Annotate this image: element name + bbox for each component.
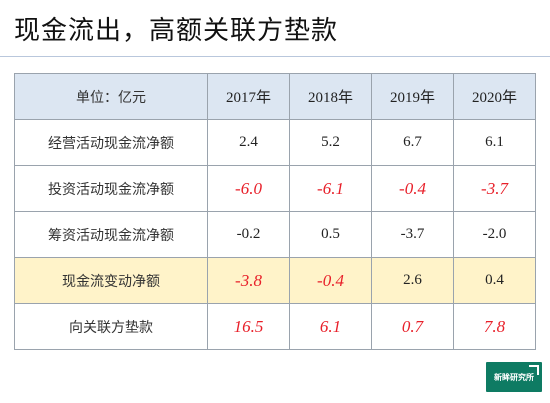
title-divider — [0, 56, 550, 57]
row-label: 经营活动现金流净额 — [14, 119, 208, 166]
value-cell: 6.7 — [371, 119, 454, 166]
value-cell: 2.6 — [371, 257, 454, 304]
value-cell: -6.0 — [207, 165, 290, 212]
value-cell: -3.8 — [207, 257, 290, 304]
row-label: 现金流变动净额 — [14, 257, 208, 304]
table-row: 筹资活动现金流净额 -0.2 0.5 -3.7 -2.0 — [14, 211, 536, 258]
page-title: 现金流出，高额关联方垫款 — [14, 16, 339, 46]
value-cell: -6.1 — [289, 165, 372, 212]
row-label: 筹资活动现金流净额 — [14, 211, 208, 258]
value-cell: -3.7 — [371, 211, 454, 258]
value-cell: 0.5 — [289, 211, 372, 258]
year-header: 2017年 — [207, 73, 290, 120]
table-row: 现金流变动净额 -3.8 -0.4 2.6 0.4 — [14, 257, 536, 304]
unit-header: 单位：亿元 — [14, 73, 208, 120]
brand-logo: 新眸研究所 — [486, 362, 542, 392]
table-header-row: 单位：亿元 2017年 2018年 2019年 2020年 — [14, 73, 536, 120]
value-cell: 7.8 — [453, 303, 536, 350]
value-cell: -0.4 — [289, 257, 372, 304]
value-cell: -2.0 — [453, 211, 536, 258]
year-header: 2018年 — [289, 73, 372, 120]
corner-bracket-icon — [529, 365, 539, 375]
value-cell: 0.4 — [453, 257, 536, 304]
value-cell: -0.2 — [207, 211, 290, 258]
value-cell: 6.1 — [453, 119, 536, 166]
value-cell: 0.7 — [371, 303, 454, 350]
row-label: 投资活动现金流净额 — [14, 165, 208, 212]
year-header: 2020年 — [453, 73, 536, 120]
value-cell: 6.1 — [289, 303, 372, 350]
cash-flow-table: 单位：亿元 2017年 2018年 2019年 2020年 经营活动现金流净额 2… — [14, 73, 536, 350]
value-cell: 5.2 — [289, 119, 372, 166]
table-row: 投资活动现金流净额 -6.0 -6.1 -0.4 -3.7 — [14, 165, 536, 212]
table-row: 向关联方垫款 16.5 6.1 0.7 7.8 — [14, 303, 536, 350]
row-label: 向关联方垫款 — [14, 303, 208, 350]
value-cell: -0.4 — [371, 165, 454, 212]
value-cell: 2.4 — [207, 119, 290, 166]
logo-text: 新眸研究所 — [494, 372, 534, 382]
value-cell: 16.5 — [207, 303, 290, 350]
value-cell: -3.7 — [453, 165, 536, 212]
table-row: 经营活动现金流净额 2.4 5.2 6.7 6.1 — [14, 119, 536, 166]
year-header: 2019年 — [371, 73, 454, 120]
